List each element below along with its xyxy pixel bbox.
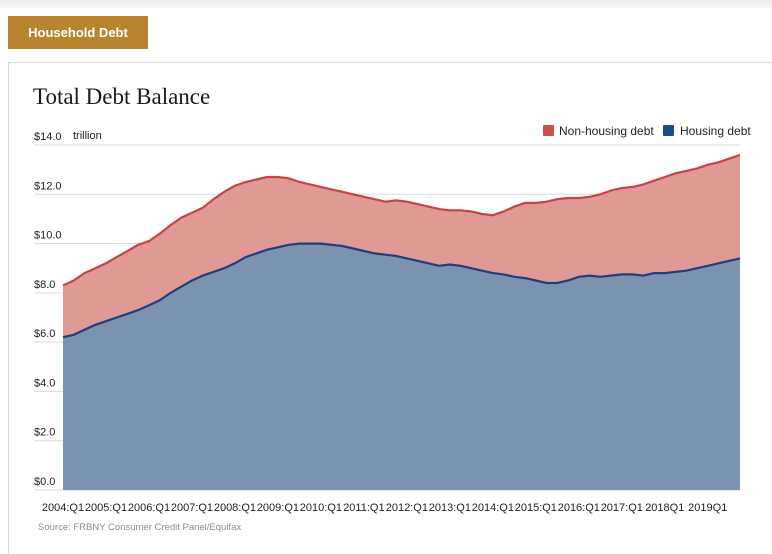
y-tick-label: $6.0 — [34, 328, 55, 340]
x-tick-label: 2015:Q1 — [515, 502, 557, 514]
total-debt-line — [62, 153, 741, 287]
y-tick-label: $10.0 — [34, 230, 62, 242]
x-tick-label: 2012:Q1 — [386, 502, 428, 514]
y-tick-label: $4.0 — [34, 377, 55, 389]
housing-debt-area — [63, 243, 740, 490]
chart-legend: Non-housing debt Housing debt — [543, 124, 751, 138]
legend-label-non-housing: Non-housing debt — [559, 124, 654, 138]
x-tick-label: 2014:Q1 — [472, 502, 514, 514]
x-tick-label: 2007:Q1 — [171, 502, 213, 514]
x-tick-label: 2009:Q1 — [257, 502, 299, 514]
x-tick-label: 2010:Q1 — [300, 502, 342, 514]
y-tick-label: $14.0 — [34, 131, 62, 143]
legend-swatch-non-housing — [543, 125, 554, 136]
y-tick-label: $8.0 — [34, 279, 55, 291]
x-tick-label: 2018Q1 — [645, 502, 684, 514]
x-tick-label: 2006:Q1 — [128, 502, 170, 514]
chart-title: Total Debt Balance — [33, 84, 211, 109]
y-tick-label: $0.0 — [34, 476, 55, 488]
legend-swatch-housing — [663, 125, 674, 136]
non-housing-debt-area — [63, 154, 740, 338]
x-tick-label: 2019Q1 — [688, 502, 727, 514]
data-areas — [62, 153, 741, 490]
x-tick-label: 2004:Q1 — [42, 502, 84, 514]
y-tick-label: $12.0 — [34, 180, 62, 192]
legend-label-housing: Housing debt — [680, 124, 751, 138]
household-debt-tab[interactable]: Household Debt — [8, 16, 148, 49]
y-tick-label: $2.0 — [34, 427, 55, 439]
x-tick-label: 2017:Q1 — [601, 502, 643, 514]
x-tick-label: 2011:Q1 — [343, 502, 384, 514]
y-axis-ticks: $0.0 $2.0 $4.0 $6.0 $8.0 $10.0 $12.0 $14.0 — [34, 131, 62, 488]
x-axis-ticks: 2004:Q1 2005:Q1 2006:Q1 2007:Q1 2008:Q1 2009:… — [42, 502, 727, 514]
housing-debt-line — [62, 242, 741, 339]
x-tick-label: 2013:Q1 — [429, 502, 471, 514]
top-strip — [0, 0, 772, 8]
x-tick-label: 2005:Q1 — [85, 502, 127, 514]
x-tick-label: 2016:Q1 — [558, 502, 600, 514]
source-note: Source: FRBNY Consumer Credit Panel/Equi… — [38, 522, 242, 533]
y-unit-label: trillion — [73, 130, 102, 142]
x-tick-label: 2008:Q1 — [214, 502, 256, 514]
